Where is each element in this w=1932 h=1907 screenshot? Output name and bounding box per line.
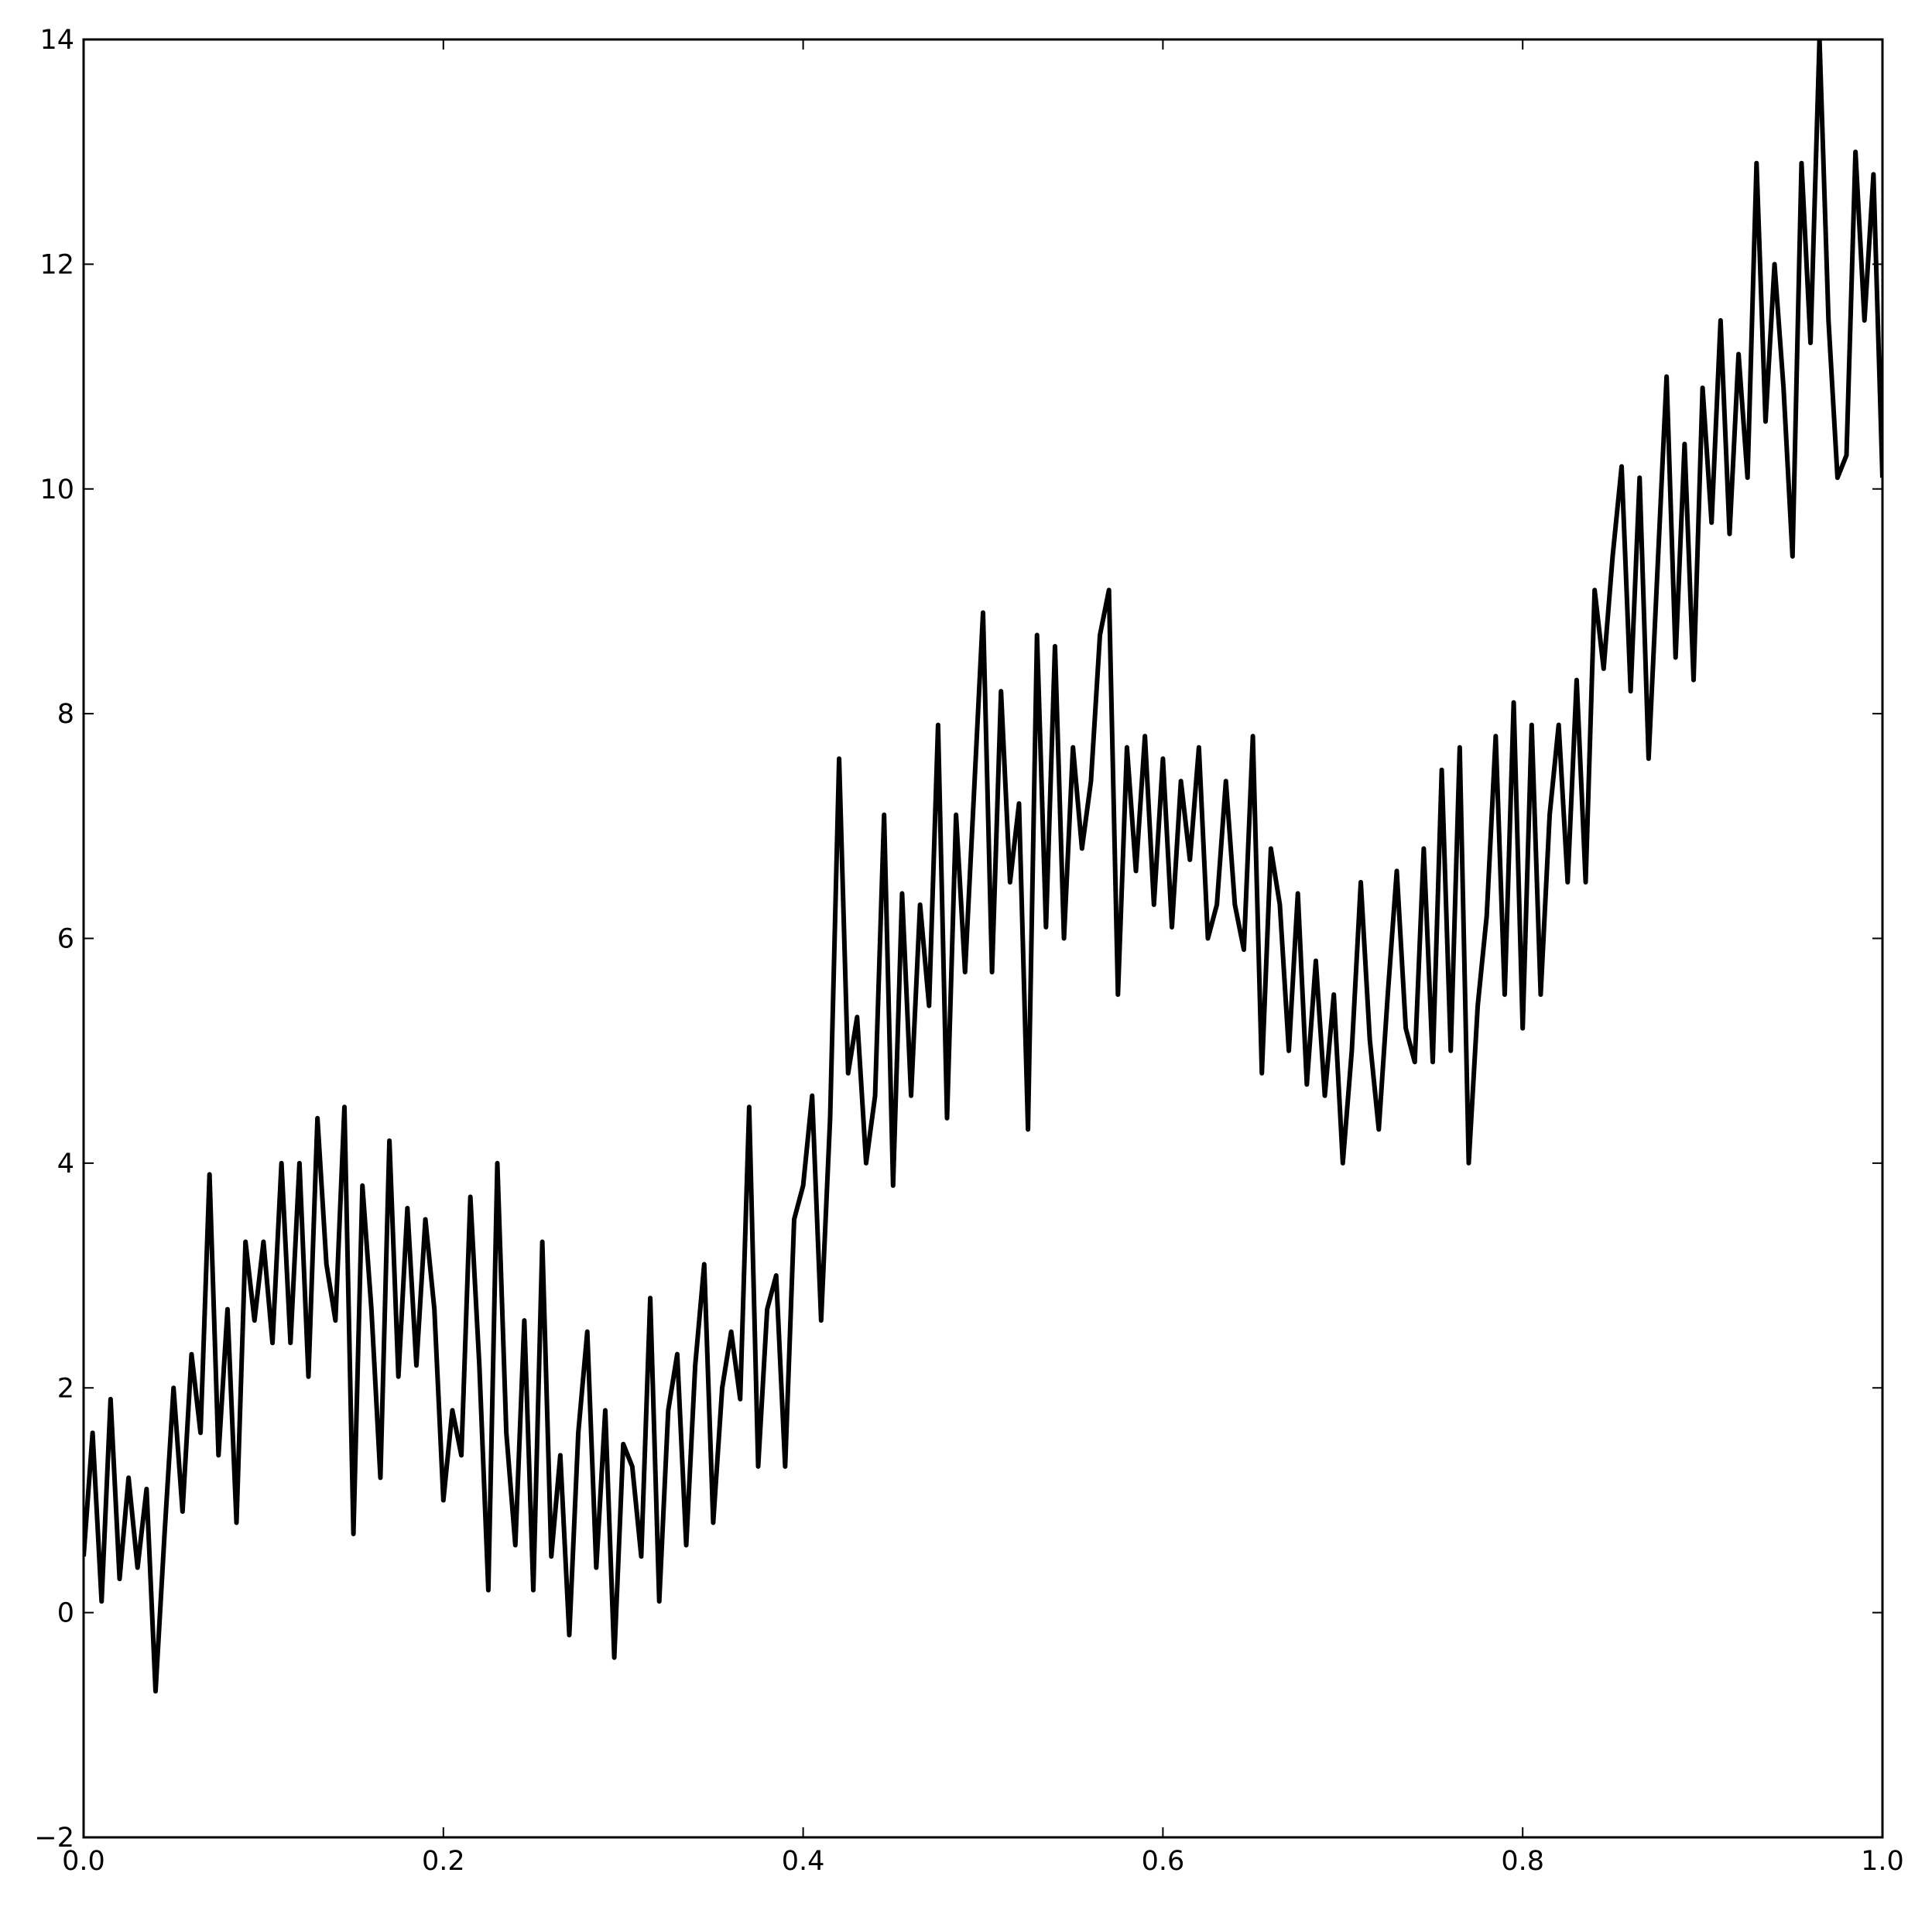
y-tick-label: 6 [57,924,74,955]
y-tick-label: 14 [39,25,74,56]
x-tick-label: 0.8 [1501,1846,1544,1877]
y-tick-label: 12 [39,249,74,280]
y-tick-label: 10 [39,474,74,505]
x-tick-label: 0.2 [422,1846,465,1877]
x-tick-label: 1.0 [1861,1846,1904,1877]
y-tick-label: 2 [57,1373,74,1404]
x-tick-label: 0.6 [1142,1846,1185,1877]
x-tick-label: 0.4 [782,1846,825,1877]
y-tick-label: 0 [57,1598,74,1629]
y-tick-label: 8 [57,699,74,730]
plot-frame [82,38,1884,1839]
x-tick-label: 0.0 [62,1846,105,1877]
y-tick-label: −2 [34,1823,74,1854]
y-tick-label: 4 [57,1149,74,1179]
data-line [84,39,1882,1694]
